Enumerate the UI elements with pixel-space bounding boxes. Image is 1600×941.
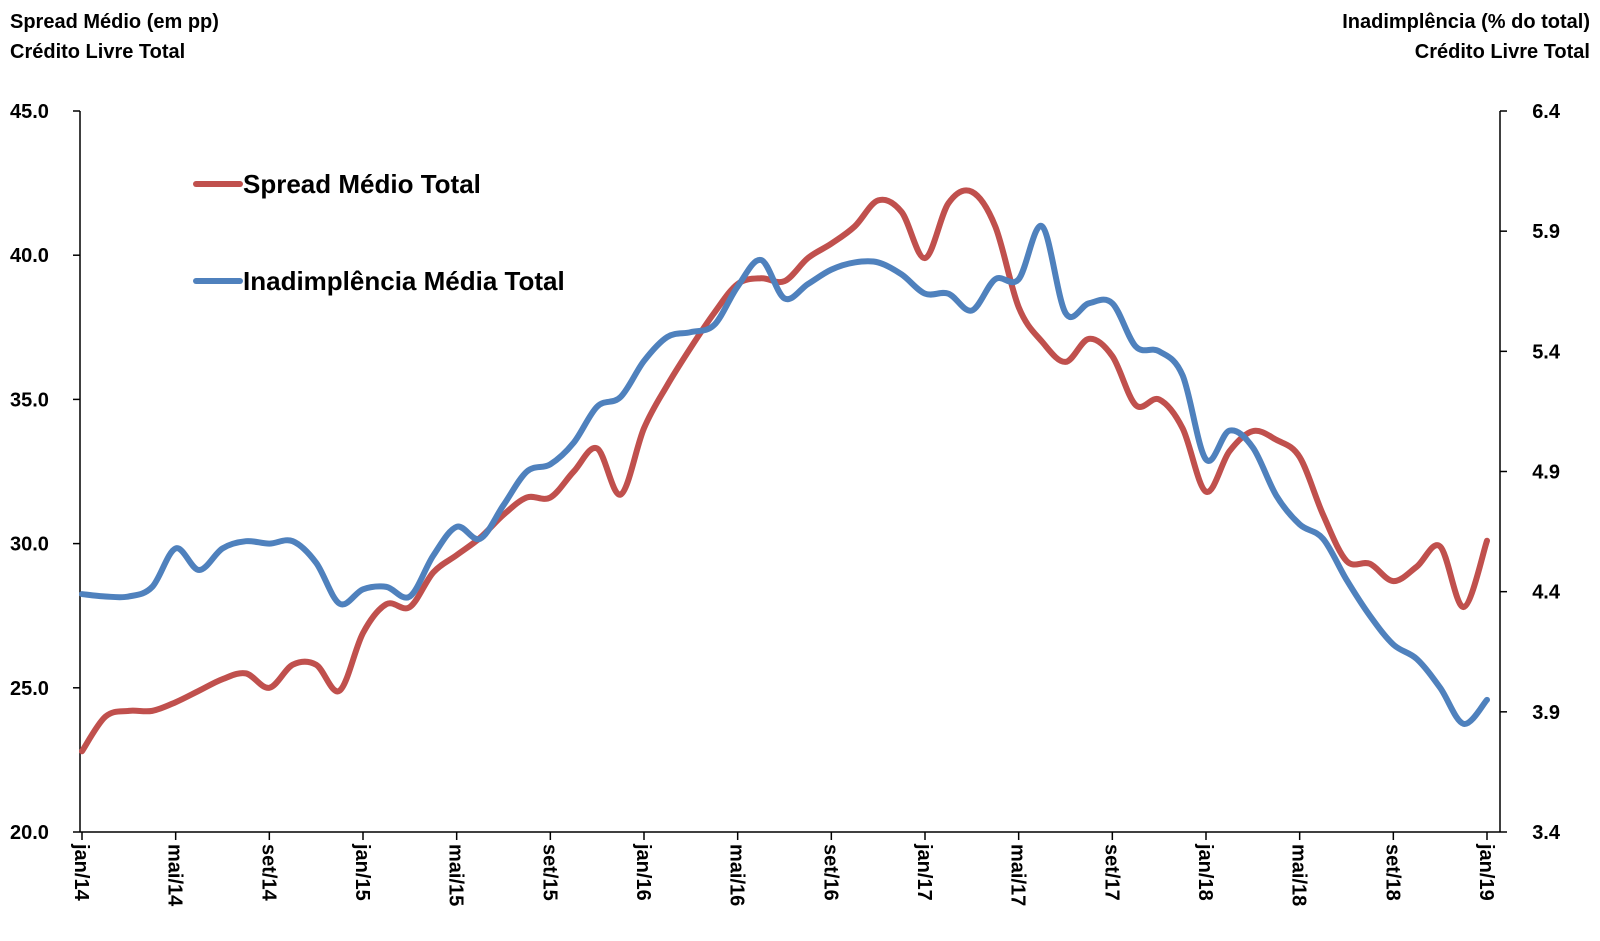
legend-label: Inadimplência Média Total <box>243 266 565 296</box>
x-tick-label: set/16 <box>819 844 841 901</box>
y-tick-label: 35.0 <box>10 389 49 411</box>
x-tick-label: jan/17 <box>913 843 935 901</box>
y2-axis-title: Inadimplência (% do total) <box>1342 11 1590 33</box>
x-tick-label: jan/15 <box>351 843 373 901</box>
series-line <box>79 223 1490 727</box>
x-tick-label: set/17 <box>1100 844 1122 901</box>
x-tick-label: set/14 <box>257 844 279 902</box>
y2-tick-label: 5.4 <box>1532 341 1561 363</box>
x-tick-label: mai/14 <box>164 844 186 907</box>
y2-tick-label: 4.9 <box>1532 462 1560 484</box>
series-line <box>79 187 1490 755</box>
y2-tick-label: 3.9 <box>1532 702 1560 724</box>
y-axis-title: Crédito Livre Total <box>10 41 185 63</box>
legend-label: Spread Médio Total <box>243 169 481 199</box>
x-tick-label: mai/18 <box>1288 844 1310 906</box>
y2-tick-label: 3.4 <box>1532 822 1561 844</box>
y-axis-title: Spread Médio (em pp) <box>10 11 219 33</box>
y2-axis-title: Crédito Livre Total <box>1415 41 1590 63</box>
x-tick-label: mai/15 <box>445 844 467 906</box>
x-tick-label: jan/18 <box>1194 843 1216 901</box>
x-tick-label: jan/14 <box>70 843 92 902</box>
y2-tick-label: 5.9 <box>1532 221 1560 243</box>
y-tick-label: 45.0 <box>10 101 49 123</box>
y-tick-label: 40.0 <box>10 245 49 267</box>
y2-tick-label: 4.4 <box>1532 582 1561 604</box>
y-tick-label: 20.0 <box>10 822 49 844</box>
y-tick-label: 30.0 <box>10 534 49 556</box>
x-tick-label: jan/19 <box>1475 843 1497 901</box>
x-tick-label: mai/17 <box>1007 844 1029 906</box>
x-tick-label: mai/16 <box>726 844 748 906</box>
x-tick-label: jan/16 <box>632 843 654 901</box>
y-tick-label: 25.0 <box>10 678 49 700</box>
x-tick-label: set/15 <box>538 844 560 901</box>
y2-tick-label: 6.4 <box>1532 101 1561 123</box>
x-tick-label: set/18 <box>1381 844 1403 901</box>
